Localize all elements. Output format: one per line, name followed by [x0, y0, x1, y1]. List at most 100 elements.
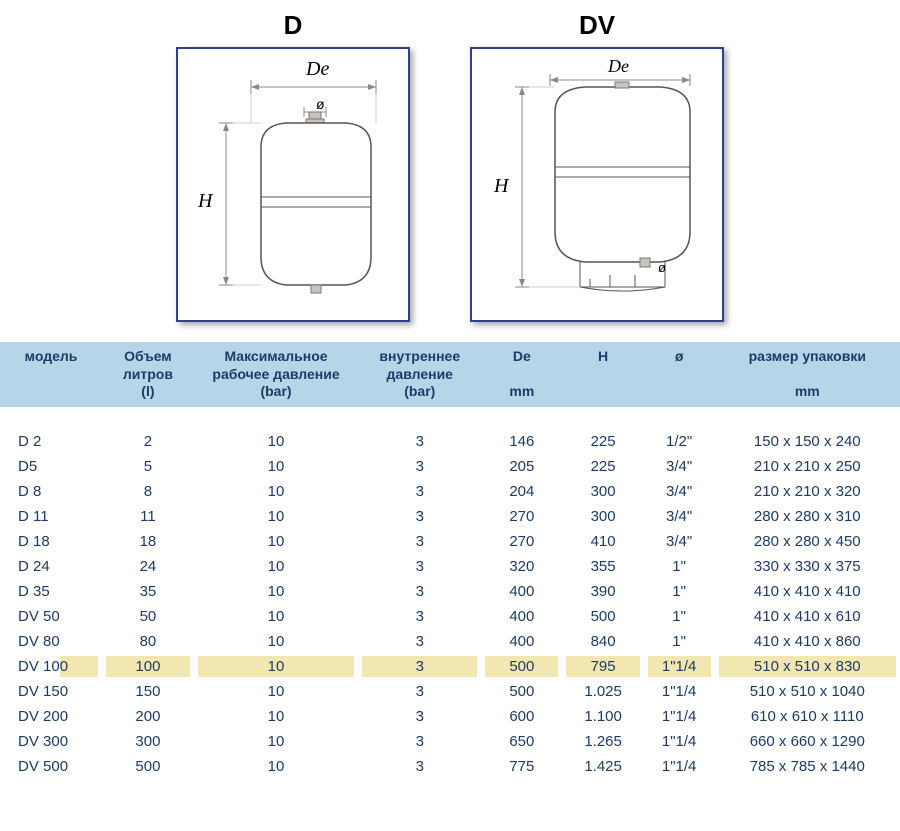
- diagram-dv-frame: De ø: [470, 47, 724, 322]
- col-volume: Объем литров (l): [102, 342, 194, 407]
- table-row: DV 50501034005001"410 x 410 x 610: [0, 604, 900, 629]
- cell-de: 146: [481, 429, 562, 454]
- col-de: De mm: [481, 342, 562, 407]
- col-dia: ø: [644, 342, 715, 407]
- cell-h: 1.425: [562, 754, 643, 779]
- col-ip-l2: давление: [362, 366, 477, 384]
- svg-text:De: De: [305, 58, 329, 80]
- cell-de: 320: [481, 554, 562, 579]
- cell-ip: 3: [358, 754, 481, 779]
- cell-ip: 3: [358, 529, 481, 554]
- cell-volume: 18: [102, 529, 194, 554]
- diagram-d-frame: De ø: [176, 47, 410, 322]
- cell-model: D 8: [0, 479, 102, 504]
- cell-volume: 24: [102, 554, 194, 579]
- cell-pack: 210 x 210 x 320: [715, 479, 900, 504]
- cell-dia: 3/4": [644, 479, 715, 504]
- col-model-label: модель: [25, 348, 78, 364]
- cell-volume: 500: [102, 754, 194, 779]
- spec-table-body: D 221031462251/2"150 x 150 x 240D5510320…: [0, 407, 900, 779]
- cell-pack: 510 x 510 x 830: [715, 654, 900, 679]
- cell-model: D 18: [0, 529, 102, 554]
- cell-volume: 5: [102, 454, 194, 479]
- cell-mwp: 10: [194, 479, 359, 504]
- cell-h: 410: [562, 529, 643, 554]
- cell-model: D 11: [0, 504, 102, 529]
- cell-ip: 3: [358, 604, 481, 629]
- diagram-d-block: D De ø: [176, 10, 410, 322]
- cell-ip: 3: [358, 454, 481, 479]
- cell-pack: 210 x 210 x 250: [715, 454, 900, 479]
- svg-text:ø: ø: [658, 260, 666, 275]
- cell-mwp: 10: [194, 704, 359, 729]
- table-row: DV 2002001036001.1001"1/4610 x 610 x 111…: [0, 704, 900, 729]
- cell-model: DV 80: [0, 629, 102, 654]
- cell-h: 1.100: [562, 704, 643, 729]
- cell-dia: 1"1/4: [644, 654, 715, 679]
- spec-table: модель Объем литров (l) Максимальное раб…: [0, 342, 900, 779]
- col-mwp-l1: Максимальное: [198, 348, 355, 366]
- cell-mwp: 10: [194, 629, 359, 654]
- col-dia-l1: ø: [648, 348, 711, 366]
- cell-h: 225: [562, 454, 643, 479]
- cell-de: 775: [481, 754, 562, 779]
- cell-pack: 785 x 785 x 1440: [715, 754, 900, 779]
- spec-table-head: модель Объем литров (l) Максимальное раб…: [0, 342, 900, 407]
- tank-d-drawing: De ø: [186, 57, 396, 307]
- col-ip-l3: (bar): [362, 383, 477, 401]
- cell-de: 400: [481, 629, 562, 654]
- cell-mwp: 10: [194, 579, 359, 604]
- cell-volume: 35: [102, 579, 194, 604]
- cell-h: 355: [562, 554, 643, 579]
- col-pack-l2: mm: [719, 383, 896, 401]
- cell-model: D 2: [0, 429, 102, 454]
- diagram-dv-block: DV De: [470, 10, 724, 322]
- cell-de: 400: [481, 579, 562, 604]
- table-row: D 24241033203551"330 x 330 x 375: [0, 554, 900, 579]
- cell-de: 270: [481, 504, 562, 529]
- cell-mwp: 10: [194, 654, 359, 679]
- col-ip-l1: внутреннее: [362, 348, 477, 366]
- cell-de: 205: [481, 454, 562, 479]
- cell-pack: 510 x 510 x 1040: [715, 679, 900, 704]
- col-pack: размер упаковки mm: [715, 342, 900, 407]
- cell-ip: 3: [358, 679, 481, 704]
- cell-dia: 1": [644, 629, 715, 654]
- cell-mwp: 10: [194, 729, 359, 754]
- col-volume-l1: Объем: [106, 348, 190, 366]
- cell-dia: 1": [644, 554, 715, 579]
- table-row: DV 5005001037751.4251"1/4785 x 785 x 144…: [0, 754, 900, 779]
- col-model: модель: [0, 342, 102, 407]
- cell-de: 500: [481, 679, 562, 704]
- col-h-l1: H: [566, 348, 639, 366]
- cell-ip: 3: [358, 479, 481, 504]
- cell-dia: 1"1/4: [644, 729, 715, 754]
- cell-ip: 3: [358, 554, 481, 579]
- cell-de: 650: [481, 729, 562, 754]
- cell-pack: 330 x 330 x 375: [715, 554, 900, 579]
- cell-pack: 280 x 280 x 310: [715, 504, 900, 529]
- cell-ip: 3: [358, 729, 481, 754]
- cell-dia: 1"1/4: [644, 704, 715, 729]
- cell-pack: 410 x 410 x 860: [715, 629, 900, 654]
- cell-pack: 150 x 150 x 240: [715, 429, 900, 454]
- diagram-dv-title: DV: [470, 10, 724, 41]
- cell-volume: 100: [102, 654, 194, 679]
- svg-text:De: De: [607, 57, 629, 76]
- cell-mwp: 10: [194, 504, 359, 529]
- cell-volume: 80: [102, 629, 194, 654]
- cell-model: D 24: [0, 554, 102, 579]
- cell-dia: 3/4": [644, 454, 715, 479]
- cell-dia: 1": [644, 604, 715, 629]
- table-row: DV 80801034008401"410 x 410 x 860: [0, 629, 900, 654]
- cell-h: 795: [562, 654, 643, 679]
- cell-model: DV 100: [0, 654, 102, 679]
- cell-pack: 410 x 410 x 410: [715, 579, 900, 604]
- tank-dv-drawing: De ø: [480, 57, 710, 307]
- cell-h: 1.025: [562, 679, 643, 704]
- cell-ip: 3: [358, 704, 481, 729]
- cell-ip: 3: [358, 579, 481, 604]
- diagrams-row: D De ø: [0, 0, 900, 342]
- cell-dia: 3/4": [644, 504, 715, 529]
- diagram-d-title: D: [176, 10, 410, 41]
